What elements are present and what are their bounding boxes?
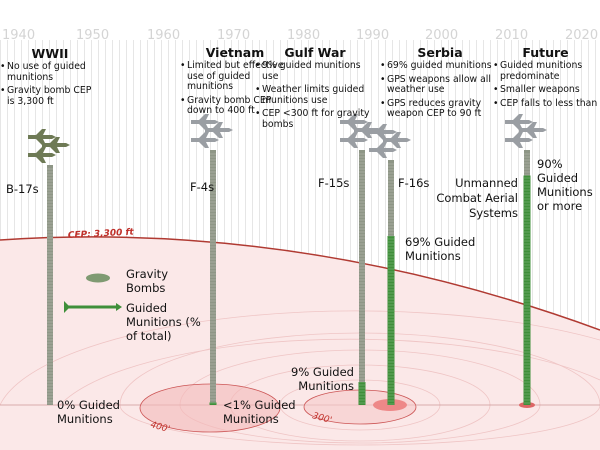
aircraft-icon — [205, 122, 233, 138]
era-bullet: GPS weapons allow all weather use — [380, 74, 500, 96]
era-title: WWII — [31, 46, 69, 61]
guided-label-future: 90% Guided Munitions or more — [537, 157, 593, 213]
aircraft-label-f4: F-4s — [190, 180, 215, 194]
gravity-bar-vietnam — [210, 150, 216, 405]
era-wwii: WWIINo use of guided munitionsGravity bo… — [0, 46, 100, 110]
aircraft-icons — [28, 114, 547, 163]
year-label: 1960 — [147, 28, 181, 43]
year-label: 2020 — [565, 28, 599, 43]
guided-bar-gulf_war — [358, 382, 366, 405]
aircraft-icon — [28, 147, 56, 163]
cep-3300-arc — [0, 236, 600, 331]
aircraft-icon — [42, 137, 70, 153]
aircraft-icon — [383, 132, 411, 148]
aircraft-label-f15: F-15s — [318, 176, 350, 190]
aircraft-icon — [369, 142, 397, 158]
guided-bar-serbia — [387, 235, 395, 405]
guided-munition-icon — [64, 301, 122, 313]
aircraft-icon — [191, 132, 219, 148]
year-label: 1990 — [356, 28, 390, 43]
era-bullet: 69% guided munitions — [380, 60, 500, 72]
aircraft-icon — [369, 124, 397, 140]
cep-300-label: 300' — [311, 411, 333, 426]
legend-gravity-label: Gravity Bombs — [126, 267, 169, 295]
era-title: Serbia — [417, 45, 463, 60]
cep-3300-label: CEP: 3,300 ft — [68, 228, 135, 241]
era-gulf-war: Gulf War9% guided munitions useWeather l… — [255, 45, 375, 133]
legend-guided-label: Guided Munitions (% of total) — [126, 301, 201, 343]
year-label: 1950 — [76, 28, 110, 43]
aircraft-label-b17: B-17s — [6, 182, 39, 196]
cep-400-label: 400' — [149, 420, 171, 435]
era-bullet: Limited but effective use of guided muni… — [180, 60, 290, 93]
gravity-bar-wwii — [47, 165, 53, 405]
era-bullet: 9% guided munitions use — [255, 60, 375, 82]
era-bullet: Smaller weapons — [493, 84, 598, 96]
aircraft-icon — [505, 114, 533, 130]
guided-label-gulf-war: 9% Guided Munitions — [291, 365, 354, 393]
year-label: 1940 — [2, 28, 36, 43]
year-label: 2010 — [495, 28, 529, 43]
aircraft-label-ucas: Unmanned Combat Aerial Systems — [436, 176, 518, 220]
era-serbia: Serbia69% guided munitions GPS weapons al… — [380, 45, 500, 123]
guided-label-vietnam: <1% Guided Munitions — [223, 398, 296, 426]
year-label: 1980 — [287, 28, 321, 43]
guided-label-wwii: 0% Guided Munitions — [57, 398, 120, 426]
era-title: Future — [522, 45, 569, 60]
era-bullet: Gravity bomb CEP down to 400 ft — [180, 95, 290, 117]
gravity-bar-gulf_war — [359, 150, 365, 405]
era-title: Vietnam — [205, 45, 265, 60]
guided-label-serbia: 69% Guided Munitions — [405, 235, 476, 263]
year-label: 1970 — [217, 28, 251, 43]
aircraft-icon — [354, 122, 382, 138]
gravity-bomb-icon — [86, 273, 110, 283]
year-label: 2000 — [425, 28, 459, 43]
era-bullet: CEP falls to less than — [493, 98, 598, 110]
era-title: Gulf War — [284, 45, 346, 60]
legend-icons — [64, 273, 122, 313]
aircraft-label-f16: F-16s — [398, 176, 430, 190]
era-bullet: GPS reduces gravity weapon CEP to 90 ft — [380, 98, 500, 120]
era-bullet: No use of guided munitions — [0, 61, 100, 83]
aircraft-icon — [519, 122, 547, 138]
era-bullet: Weather limits guided munitions use — [255, 84, 375, 106]
era-vietnam: VietnamLimited but effective use of guid… — [180, 45, 290, 120]
guided-bar-vietnam — [209, 402, 217, 405]
era-future: FutureGuided munitions predominate Smalle… — [493, 45, 598, 112]
aircraft-icon — [191, 114, 219, 130]
aircraft-icon — [28, 129, 56, 145]
era-bullet: Gravity bomb CEP is 3,300 ft — [0, 85, 100, 107]
aircraft-icon — [505, 132, 533, 148]
munition-bars — [47, 150, 531, 405]
era-bullet: CEP <300 ft for gravity bombs — [255, 108, 375, 130]
aircraft-icon — [340, 132, 368, 148]
guided-bar-future — [523, 175, 531, 405]
era-bullet: Guided munitions predominate — [493, 60, 598, 82]
